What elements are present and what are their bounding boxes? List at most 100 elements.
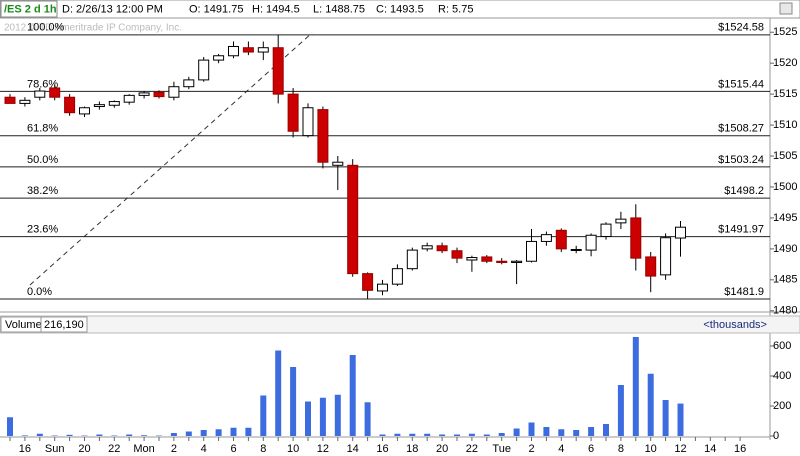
- y-tick-label: 1525: [773, 26, 797, 38]
- candle-body: [630, 217, 642, 259]
- candle-body: [49, 87, 61, 98]
- candle-body: [213, 55, 225, 61]
- candle-body: [362, 273, 374, 291]
- volume-bar: [334, 394, 341, 436]
- volume-bar: [513, 428, 520, 436]
- fib-percent: 50.0%: [27, 154, 58, 166]
- symbol: /ES 2 d 1h: [4, 3, 57, 15]
- volume-bar: [96, 434, 103, 436]
- fib-price: $1481.9: [724, 286, 764, 298]
- volume-bar: [677, 403, 684, 436]
- volume-bar: [245, 427, 252, 436]
- y-tick-label: 1520: [773, 57, 797, 69]
- fib-percent: 38.2%: [27, 185, 58, 197]
- volume-bar: [498, 433, 505, 436]
- candle-body: [347, 164, 359, 275]
- volume-bar: [21, 435, 28, 436]
- candle-body: [108, 101, 120, 106]
- candle-body: [79, 107, 90, 115]
- fib-trendline: [29, 32, 313, 286]
- fib-price: $1524.58: [718, 22, 764, 34]
- candle-body: [436, 245, 448, 252]
- y-tick-label: 1510: [773, 119, 797, 131]
- y-tick-label: 400: [773, 370, 791, 382]
- volume-bar: [170, 433, 177, 436]
- high: H: 1494.5: [252, 3, 300, 15]
- volume-bar: [632, 337, 639, 436]
- x-tick-label: 2: [171, 443, 177, 455]
- x-tick-label: Mon: [133, 443, 154, 455]
- volume-bar: [36, 433, 43, 436]
- candle-body: [391, 268, 403, 285]
- close: C: 1493.5: [376, 3, 424, 15]
- x-tick-label: 4: [201, 443, 207, 455]
- volume-bar: [66, 434, 73, 436]
- x-tick-label: 4: [558, 443, 564, 455]
- candle-body: [153, 91, 165, 98]
- x-tick-label: 10: [645, 443, 657, 455]
- low: L: 1488.75: [313, 3, 365, 15]
- volume-bar: [588, 427, 595, 436]
- y-tick-label: 1500: [773, 181, 797, 193]
- x-tick-label: 12: [317, 443, 329, 455]
- volume-bar: [230, 427, 237, 436]
- volume-bar: [662, 400, 669, 436]
- candle-body: [317, 109, 329, 163]
- candle-body: [19, 99, 31, 104]
- y-tick-label: 0: [773, 430, 779, 442]
- x-tick-label: 22: [108, 443, 120, 455]
- candle-body: [645, 256, 657, 277]
- candle-body: [600, 223, 612, 237]
- volume-bar: [558, 429, 565, 436]
- volume-header: [0, 315, 800, 334]
- volume-bar: [409, 433, 416, 436]
- volume-value: 216,190: [44, 319, 84, 331]
- symbol-box[interactable]: [0, 0, 58, 18]
- volume-bar: [379, 434, 386, 436]
- candle-body: [4, 96, 16, 104]
- settings-icon[interactable]: [779, 2, 793, 15]
- x-tick-label: 10: [287, 443, 299, 455]
- volume-bar: [305, 401, 311, 436]
- volume-bar: [424, 433, 431, 436]
- fib-price: $1491.97: [718, 224, 764, 236]
- candle-body: [421, 245, 433, 250]
- x-tick-label: 18: [406, 443, 418, 455]
- fib-price: $1498.2: [724, 185, 764, 197]
- x-tick-label: 6: [230, 443, 236, 455]
- volume-bar: [319, 397, 326, 436]
- candle-body: [242, 47, 254, 53]
- y-tick-label: 1490: [773, 243, 797, 255]
- volume-bar: [439, 434, 446, 436]
- volume-bar: [573, 430, 580, 436]
- candle-body: [64, 96, 76, 114]
- candle-body: [168, 86, 180, 98]
- volume-bar: [617, 385, 624, 436]
- candle-body: [257, 47, 269, 53]
- x-tick-label: 14: [704, 443, 716, 455]
- fib-percent: 100.0%: [27, 22, 65, 34]
- candle-body: [198, 59, 210, 81]
- volume-bar: [543, 427, 550, 436]
- candle-body: [34, 90, 46, 98]
- candle-body: [481, 256, 493, 262]
- fib-percent: 0.0%: [27, 286, 52, 298]
- x-tick-label: 16: [376, 443, 388, 455]
- candle-body: [675, 226, 686, 239]
- candle-body: [123, 94, 135, 103]
- fib-percent: 61.8%: [27, 123, 58, 135]
- fib-percent: 78.6%: [27, 78, 58, 90]
- x-tick-label: 16: [19, 443, 31, 455]
- open: O: 1491.75: [189, 3, 243, 15]
- candle-body: [511, 260, 523, 263]
- candle-body: [615, 218, 627, 224]
- x-tick-label: Tue: [492, 443, 511, 455]
- y-tick-label: 600: [773, 340, 791, 352]
- volume-bar: [603, 424, 609, 436]
- candle-body: [466, 257, 478, 261]
- x-tick-label: 12: [674, 443, 686, 455]
- x-tick-label: 2: [528, 443, 534, 455]
- candle-body: [183, 79, 195, 88]
- y-tick-label: 200: [773, 400, 791, 412]
